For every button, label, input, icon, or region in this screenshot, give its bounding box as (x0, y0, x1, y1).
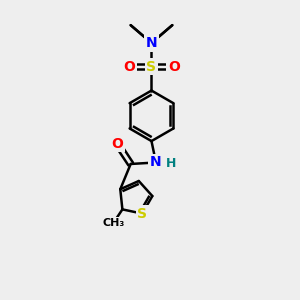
Text: N: N (150, 155, 162, 170)
Text: O: O (123, 60, 135, 74)
Text: S: S (137, 207, 147, 220)
Text: H: H (166, 158, 177, 170)
Text: CH₃: CH₃ (102, 218, 124, 228)
Text: N: N (146, 36, 157, 50)
Text: O: O (168, 60, 180, 74)
Text: S: S (146, 60, 157, 74)
Text: O: O (111, 137, 123, 151)
